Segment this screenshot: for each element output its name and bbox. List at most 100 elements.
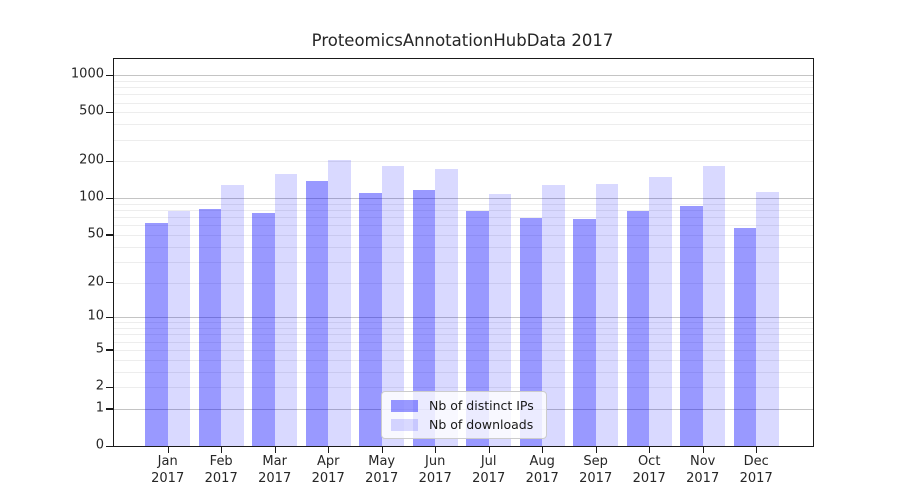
bar-distinct-ips-jun — [412, 190, 436, 446]
y-tick — [106, 349, 113, 351]
minor-gridline — [114, 282, 813, 284]
y-tick — [106, 282, 113, 284]
minor-gridline — [114, 210, 813, 212]
bar-downloads-sep — [595, 183, 619, 446]
bars-layer — [114, 59, 813, 446]
y-tick-label: 200 — [79, 152, 104, 168]
bar-downloads-dec — [756, 191, 779, 446]
bar-downloads-apr — [328, 160, 351, 446]
legend-swatch-downloads-icon — [391, 418, 418, 431]
bar-distinct-ips-oct — [626, 210, 650, 446]
minor-gridline — [114, 161, 813, 163]
year-label: 2017 — [418, 471, 452, 486]
y-axis-labels: 1000 500 200 100 50 20 10 5 2 1 0 — [0, 58, 104, 453]
month-label: Jun — [425, 454, 446, 469]
y-tick — [106, 445, 113, 447]
major-gridline — [114, 317, 813, 319]
year-label: 2017 — [204, 471, 238, 486]
year-label: 2017 — [632, 471, 666, 486]
minor-gridline — [114, 234, 813, 236]
year-label: 2017 — [472, 471, 506, 486]
month-label: Sep — [583, 454, 608, 469]
x-tick-label-nov: Nov 2017 — [668, 453, 738, 487]
month-label: Nov — [690, 454, 716, 469]
bar-distinct-ips-sep — [573, 218, 596, 446]
x-tick — [328, 446, 330, 453]
bar-downloads-oct — [649, 177, 672, 446]
minor-gridline — [114, 225, 813, 227]
major-gridline — [114, 75, 813, 77]
year-label: 2017 — [525, 471, 559, 486]
x-tick-label-dec: Dec 2017 — [721, 453, 791, 487]
x-tick-label-sep: Sep 2017 — [561, 453, 631, 487]
x-tick-label-jun: Jun 2017 — [400, 453, 470, 487]
x-tick — [274, 446, 276, 453]
bar-distinct-ips-may — [359, 193, 382, 446]
y-tick — [106, 316, 113, 319]
minor-gridline — [114, 371, 813, 373]
x-tick — [702, 446, 704, 453]
minor-gridline — [114, 341, 813, 343]
minor-gridline — [114, 112, 813, 114]
grid-layer — [114, 59, 813, 446]
month-label: May — [368, 454, 396, 469]
x-tick — [435, 446, 437, 453]
bar-distinct-ips-apr — [305, 181, 329, 446]
minor-gridline — [114, 261, 813, 263]
minor-gridline — [114, 387, 813, 388]
y-tick — [106, 234, 113, 236]
month-label: Mar — [262, 454, 287, 469]
minor-gridline — [114, 102, 813, 104]
y-tick-label: 100 — [79, 189, 104, 205]
x-tick — [381, 446, 383, 453]
x-tick — [595, 446, 597, 453]
x-tick — [756, 446, 758, 453]
bar-downloads-aug — [542, 185, 565, 446]
x-tick — [167, 446, 169, 453]
bar-downloads-jun — [435, 168, 458, 446]
bar-downloads-may — [381, 166, 405, 446]
year-label: 2017 — [365, 471, 399, 486]
month-label: Jul — [480, 454, 497, 469]
month-label: Dec — [743, 454, 769, 469]
y-tick-label: 1 — [95, 400, 104, 416]
bar-distinct-ips-aug — [519, 217, 543, 446]
bar-distinct-ips-mar — [252, 212, 275, 446]
x-tick-label-mar: Mar 2017 — [240, 453, 310, 487]
minor-gridline — [114, 203, 813, 205]
bar-downloads-jul — [488, 193, 512, 446]
y-tick — [106, 386, 113, 388]
x-tick — [221, 446, 223, 453]
y-tick — [106, 197, 113, 199]
x-axis-labels: Jan 2017 Feb 2017 Mar 2017 Apr 2017 May 2017 Jun 20… — [114, 453, 813, 493]
minor-gridline — [114, 328, 813, 329]
y-tick-label: 50 — [87, 226, 104, 242]
major-gridline — [114, 198, 813, 200]
tick-layer — [106, 59, 813, 453]
x-tick-label-jan: Jan 2017 — [133, 453, 203, 487]
minor-gridline — [114, 80, 813, 82]
year-label: 2017 — [258, 471, 292, 486]
minor-gridline — [114, 124, 813, 126]
bar-distinct-ips-nov — [680, 206, 703, 446]
x-tick-label-aug: Aug 2017 — [507, 453, 577, 487]
bar-distinct-ips-jul — [466, 210, 489, 446]
x-tick — [649, 446, 651, 453]
legend-label-distinct-ips: Nb of distinct IPs — [429, 398, 534, 413]
minor-gridline — [114, 246, 813, 248]
year-label: 2017 — [311, 471, 345, 486]
bar-downloads-mar — [274, 174, 298, 446]
y-tick-label: 10 — [87, 308, 104, 324]
legend: Nb of distinct IPs Nb of downloads — [381, 391, 547, 439]
minor-gridline — [114, 139, 813, 141]
bar-downloads-jan — [167, 210, 191, 446]
y-tick — [106, 160, 113, 163]
y-tick — [106, 74, 113, 76]
minor-gridline — [114, 322, 813, 324]
chart-title: ProteomicsAnnotationHubData 2017 — [311, 31, 614, 50]
minor-gridline — [114, 94, 813, 96]
x-tick — [488, 446, 490, 453]
x-tick-label-oct: Oct 2017 — [614, 453, 684, 487]
y-tick-label: 20 — [87, 274, 104, 290]
